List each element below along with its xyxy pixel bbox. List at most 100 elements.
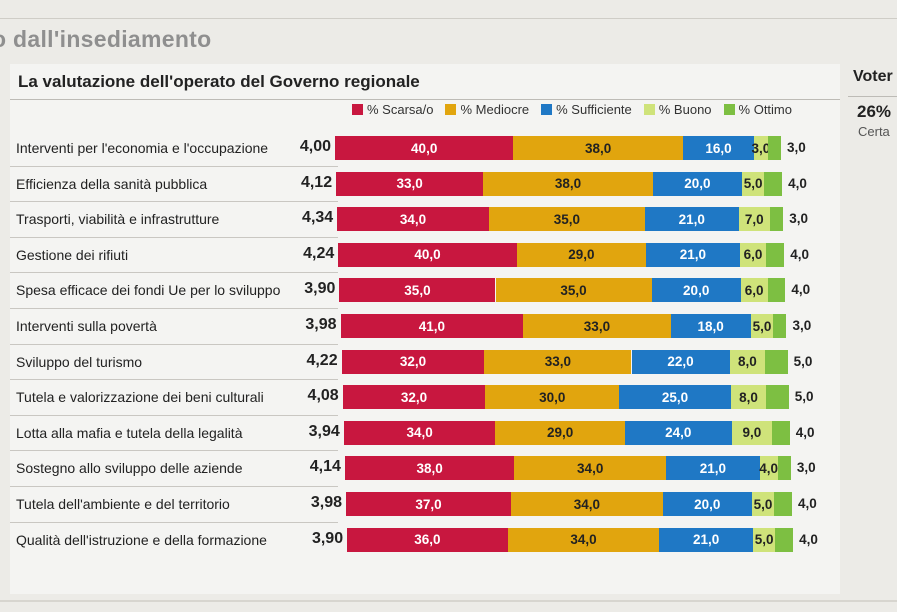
bar-sufficiente: 20,0: [651, 278, 741, 303]
bar-ottimo: [777, 456, 791, 481]
bar-ottimo: [774, 492, 792, 516]
legend-label-mediocre: % Mediocre: [460, 102, 530, 117]
legend-item-sufficiente: % Sufficiente: [541, 102, 632, 117]
bar-mediocre: 38,0: [513, 136, 683, 160]
legend-item-scarsa: % Scarsa/o: [352, 102, 433, 117]
bar-label-ottimo: 4,0: [790, 246, 810, 262]
legend-item-buono: % Buono: [643, 102, 712, 117]
legend-swatch-ottimo: [723, 104, 735, 115]
row-label: Interventi per l'economia e l'occupazion…: [16, 140, 269, 156]
bottom-rule: [0, 600, 897, 602]
legend-label-ottimo: % Ottimo: [738, 102, 792, 117]
bar-scarsa: 34,0: [343, 420, 496, 445]
bar-scarsa: 38,0: [344, 456, 515, 481]
bar-buono: 5,0: [750, 314, 774, 338]
bar-ottimo: [766, 385, 789, 410]
row-label: Trasporti, viabilità e infrastrutture: [16, 211, 220, 228]
bar-ottimo: [765, 349, 788, 374]
bar-scarsa: 35,0: [339, 278, 496, 303]
row-separator: [10, 343, 338, 345]
bar-sufficiente: 20,0: [652, 171, 742, 196]
row-score: 4,24: [303, 244, 335, 262]
bar-ottimo: [769, 207, 784, 232]
row-label: Spesa efficace dei fondi Ue per lo svilu…: [16, 282, 281, 299]
bar-scarsa: 32,0: [341, 349, 485, 374]
bar-ottimo: [771, 420, 790, 445]
bar-mediocre: 33,0: [484, 349, 632, 374]
bar-label-ottimo: 3,0: [789, 211, 808, 227]
bar-buono: 5,0: [741, 171, 765, 196]
bar-label-ottimo: 4,0: [799, 531, 818, 547]
bar-scarsa: 36,0: [347, 527, 508, 552]
title-rule: [10, 99, 840, 100]
bar-ottimo: [767, 278, 786, 303]
bar-buono: 4,0: [759, 456, 778, 481]
bar-label-ottimo: 4,0: [798, 496, 817, 511]
chart-title: La valutazione dell'operato del Governo …: [18, 72, 420, 91]
legend-swatch-scarsa: [352, 104, 363, 115]
bar-label-ottimo: 3,0: [796, 460, 816, 476]
side-value: 26%: [857, 102, 892, 121]
bar-sufficiente: 21,0: [644, 207, 739, 232]
legend-label-buono: % Buono: [658, 102, 712, 117]
bar-buono: 5,0: [751, 492, 775, 516]
bar-mediocre: 34,0: [514, 456, 666, 481]
bar-sufficiente: 16,0: [682, 136, 755, 160]
bar-ottimo: [767, 136, 781, 160]
row-separator: [10, 521, 338, 523]
row-separator: [10, 165, 338, 167]
bar-sufficiente: 25,0: [619, 385, 731, 410]
bar-ottimo: [775, 527, 794, 552]
legend-label-sufficiente: % Sufficiente: [556, 102, 632, 117]
bar-scarsa: 37,0: [346, 492, 512, 516]
bar-mediocre: 29,0: [495, 420, 625, 445]
row-label: Qualità dell'istruzione e della formazio…: [16, 531, 267, 548]
bar-ottimo: [773, 314, 787, 338]
row-separator: [10, 201, 338, 203]
section-title: o dall'insediamento: [0, 26, 212, 52]
side-title: Voter: [853, 68, 893, 85]
bar-sufficiente: 21,0: [646, 242, 740, 267]
bar-label-ottimo: 4,0: [788, 175, 807, 191]
legend-swatch-mediocre: [445, 104, 457, 115]
row-separator: [10, 379, 338, 381]
bar-scarsa: 32,0: [342, 385, 486, 410]
row-score: 3,94: [308, 422, 340, 440]
row-score: 4,00: [299, 138, 331, 155]
bar-label-ottimo: 5,0: [794, 389, 814, 405]
row-label: Sostegno allo sviluppo delle aziende: [16, 460, 243, 477]
bar-sufficiente: 22,0: [631, 349, 730, 374]
legend-label-scarsa: % Scarsa/o: [367, 102, 434, 117]
bar-label-ottimo: 5,0: [793, 353, 813, 369]
bar-buono: 8,0: [730, 385, 767, 410]
bar-buono: 3,0: [752, 136, 770, 160]
legend-swatch-buono: [643, 104, 655, 115]
bar-buono: 8,0: [729, 349, 766, 374]
bar-mediocre: 35,0: [488, 207, 645, 232]
bar-label-ottimo: 4,0: [795, 424, 815, 440]
bar-mediocre: 30,0: [485, 385, 620, 410]
bar-mediocre: 34,0: [507, 527, 660, 552]
bar-label-ottimo: 3,0: [787, 140, 806, 155]
bar-mediocre: 29,0: [516, 242, 647, 267]
row-separator: [10, 308, 338, 309]
row-label: Tutela dell'ambiente e del territorio: [16, 496, 230, 512]
bar-mediocre: 38,0: [483, 171, 653, 196]
bar-scarsa: 34,0: [337, 207, 489, 232]
bar-sufficiente: 21,0: [666, 456, 760, 481]
legend: % Scarsa/o % Mediocre % Sufficiente % Bu…: [352, 102, 792, 117]
row-separator: [10, 486, 338, 487]
row-label: Tutela e valorizzazione dei beni cultura…: [16, 389, 264, 406]
legend-swatch-sufficiente: [541, 104, 553, 115]
bar-scarsa: 33,0: [336, 171, 484, 196]
bar-label-ottimo: 4,0: [791, 282, 811, 298]
row-separator: [10, 236, 338, 238]
row-score: 4,08: [307, 387, 339, 405]
bar-scarsa: 40,0: [335, 136, 514, 160]
top-rule: [0, 18, 897, 19]
side-rule: [848, 96, 897, 97]
bar-sufficiente: 21,0: [659, 527, 753, 552]
row-score: 3,98: [310, 494, 342, 511]
bar-sufficiente: 18,0: [670, 314, 751, 338]
bar-mediocre: 35,0: [495, 278, 652, 303]
